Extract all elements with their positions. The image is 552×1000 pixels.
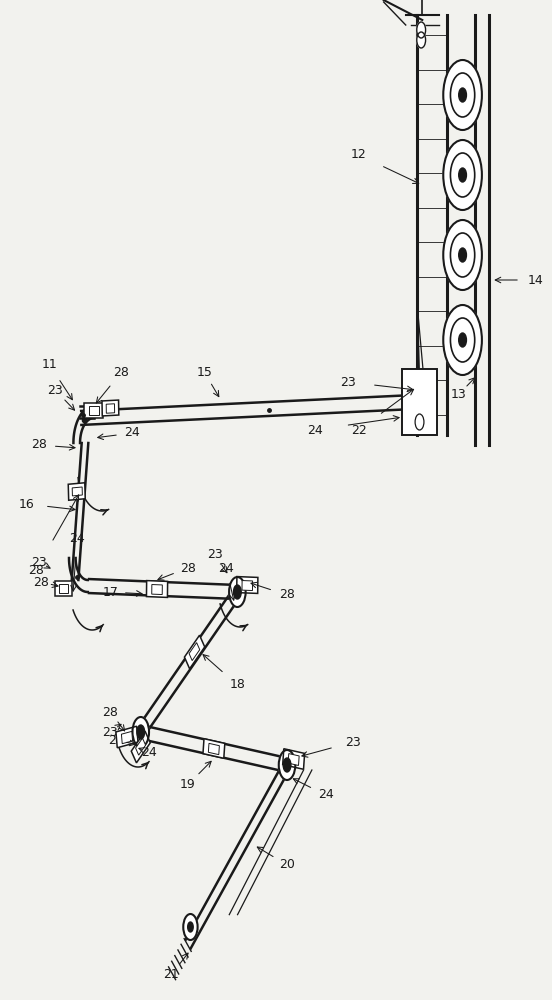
Text: 28: 28 <box>34 576 49 588</box>
Text: 24: 24 <box>307 424 322 436</box>
Text: 20: 20 <box>279 858 295 871</box>
Text: 13: 13 <box>450 388 466 401</box>
Text: 28: 28 <box>180 562 195 574</box>
Text: 28: 28 <box>28 564 44 576</box>
Bar <box>131 731 150 763</box>
Text: 23: 23 <box>31 556 46 568</box>
Circle shape <box>443 140 482 210</box>
Text: 28: 28 <box>103 706 118 718</box>
Circle shape <box>443 60 482 130</box>
Circle shape <box>450 153 475 197</box>
Circle shape <box>450 73 475 117</box>
Text: 12: 12 <box>351 148 367 161</box>
Bar <box>68 483 85 500</box>
Bar <box>59 584 68 593</box>
Text: 23: 23 <box>103 726 118 738</box>
Bar <box>242 581 253 591</box>
Bar <box>146 581 168 597</box>
Text: 28: 28 <box>114 365 129 378</box>
Circle shape <box>132 717 149 747</box>
Bar <box>89 406 99 415</box>
Text: 23: 23 <box>340 375 355 388</box>
Circle shape <box>459 88 466 102</box>
Text: 15: 15 <box>197 365 212 378</box>
Text: 23: 23 <box>208 548 223 562</box>
Circle shape <box>415 414 424 430</box>
Circle shape <box>233 585 241 599</box>
Text: 24: 24 <box>318 788 333 802</box>
Bar <box>189 643 200 661</box>
Text: 24: 24 <box>219 562 234 574</box>
Text: 19: 19 <box>180 778 195 792</box>
Bar <box>84 402 103 418</box>
Bar <box>102 400 119 416</box>
Bar <box>116 726 138 748</box>
Bar <box>288 754 299 765</box>
Circle shape <box>450 318 475 362</box>
Circle shape <box>443 305 482 375</box>
Text: 23: 23 <box>346 736 361 748</box>
Text: 18: 18 <box>230 678 245 692</box>
Text: 28: 28 <box>31 438 46 452</box>
Text: 21: 21 <box>163 968 179 982</box>
Text: 24: 24 <box>125 426 140 440</box>
Circle shape <box>459 333 466 347</box>
Text: 24: 24 <box>141 746 157 758</box>
Bar <box>203 739 225 758</box>
Circle shape <box>417 32 426 48</box>
Text: 28: 28 <box>279 588 295 601</box>
Bar <box>55 580 72 596</box>
Text: 16: 16 <box>19 497 34 510</box>
Text: 24: 24 <box>70 532 85 544</box>
Circle shape <box>443 220 482 290</box>
Text: 22: 22 <box>351 424 367 436</box>
Bar <box>152 585 162 595</box>
Bar <box>72 487 82 496</box>
Circle shape <box>188 922 193 932</box>
Bar <box>237 577 258 593</box>
Bar <box>121 731 132 744</box>
Text: 11: 11 <box>42 359 57 371</box>
Circle shape <box>137 725 145 739</box>
Text: 23: 23 <box>47 383 63 396</box>
Circle shape <box>279 750 295 780</box>
Circle shape <box>229 577 246 607</box>
Text: 28: 28 <box>108 734 124 746</box>
Text: 14: 14 <box>528 273 543 286</box>
Bar <box>136 738 146 755</box>
Circle shape <box>450 233 475 277</box>
Circle shape <box>459 168 466 182</box>
Bar <box>208 743 219 755</box>
Circle shape <box>183 914 198 940</box>
Text: 17: 17 <box>103 585 118 598</box>
Circle shape <box>417 22 426 38</box>
Bar <box>184 635 205 669</box>
Bar <box>402 369 438 434</box>
Bar <box>283 749 305 769</box>
Circle shape <box>283 758 291 772</box>
Circle shape <box>459 248 466 262</box>
Bar <box>106 404 115 413</box>
